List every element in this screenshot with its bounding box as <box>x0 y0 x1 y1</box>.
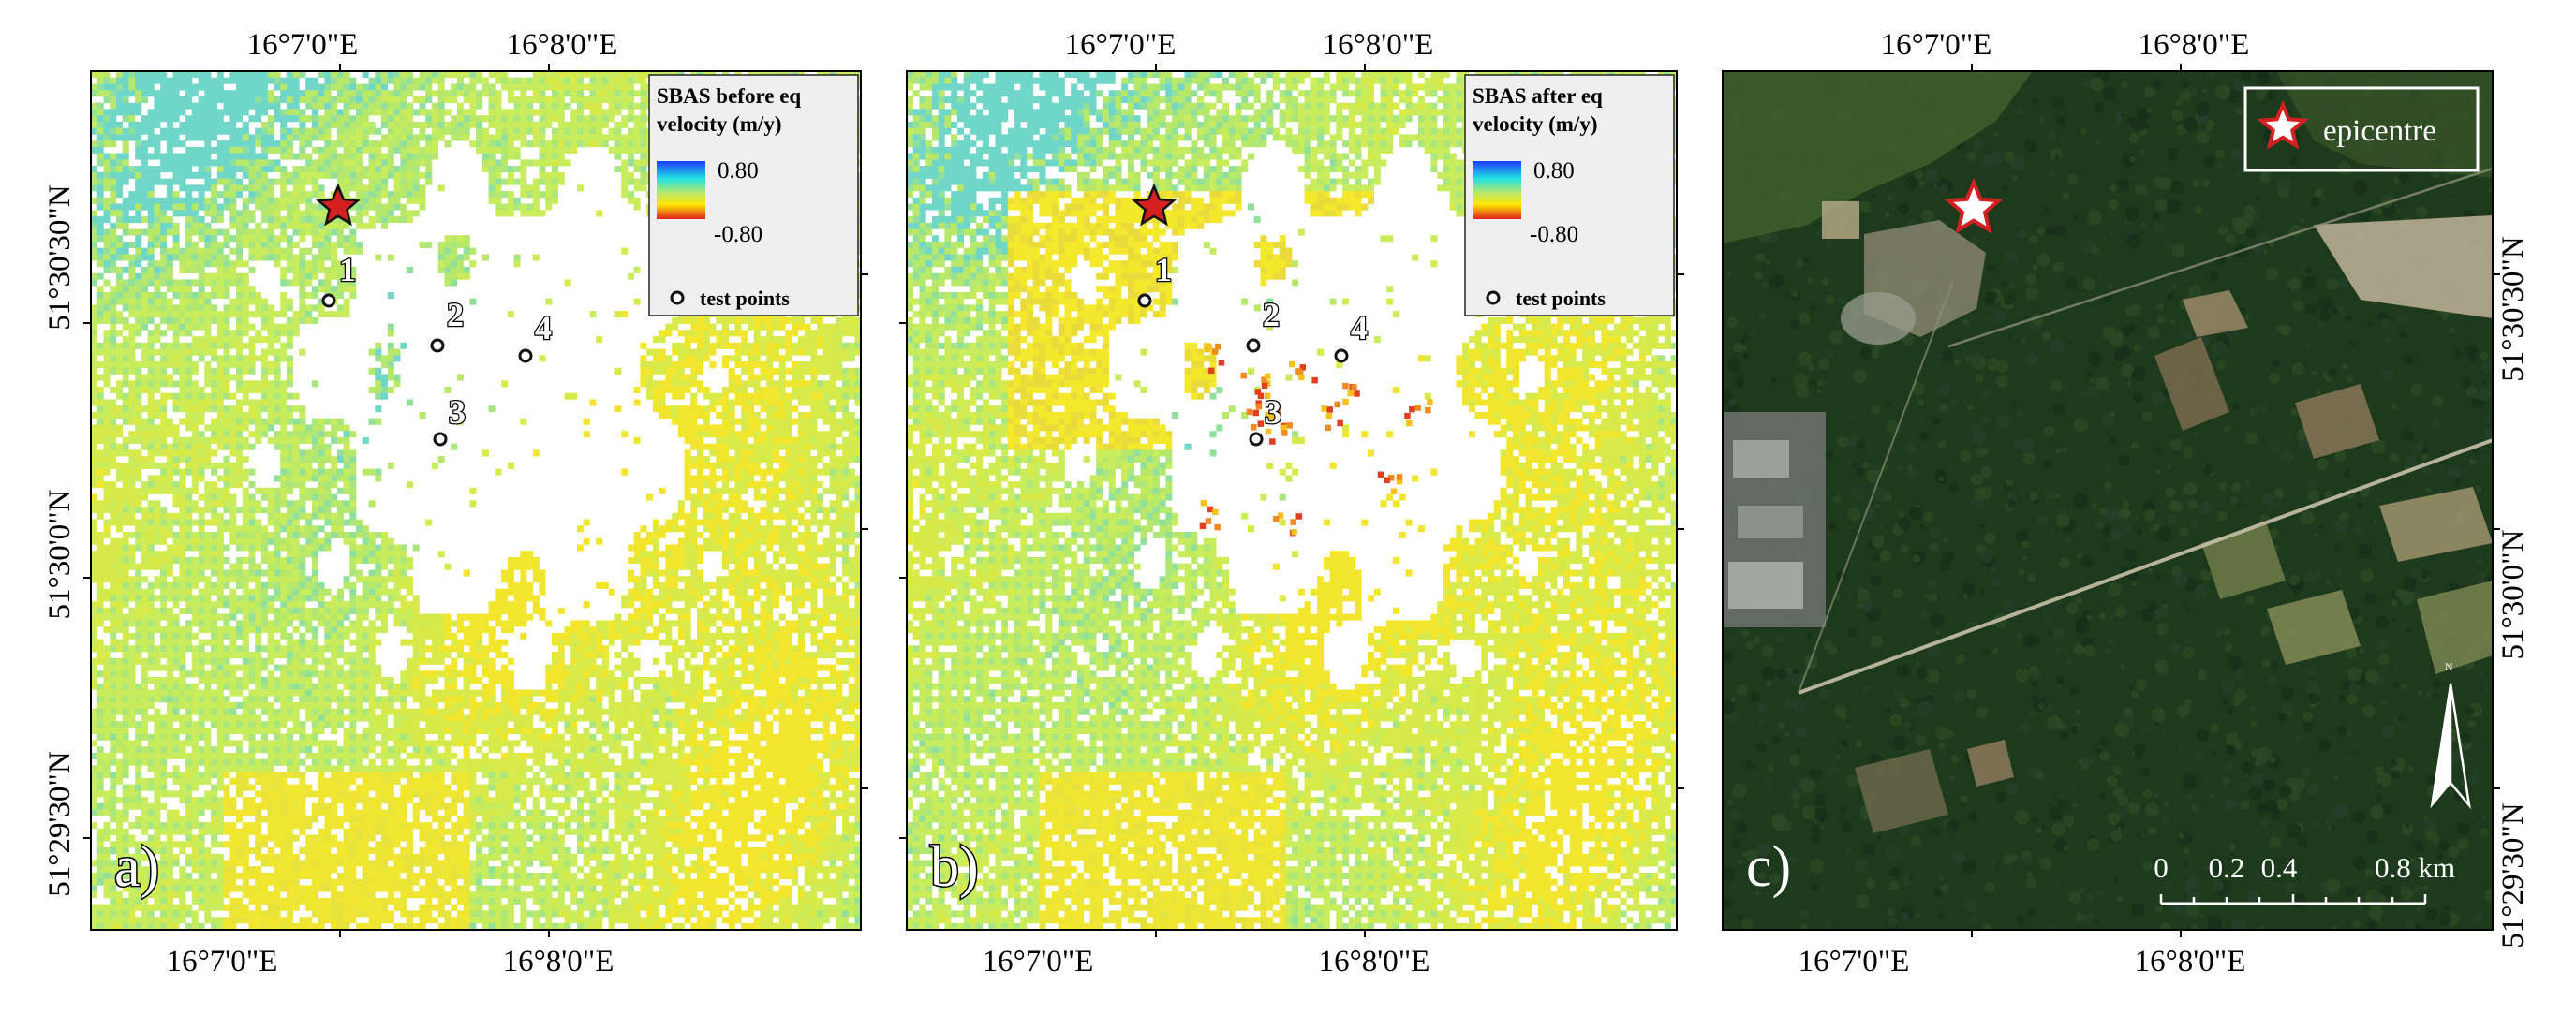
panel-a-colorbar-min: -0.80 <box>714 222 762 247</box>
panel-b-colorbar <box>1473 161 1521 219</box>
panel-a-test-point-1 <box>321 293 336 308</box>
panel-a-point-label-2: 2 <box>447 296 464 333</box>
panel-a-test-point-4 <box>518 348 533 363</box>
panel-c-frame <box>1722 70 2494 931</box>
panel-b-epicentre-star <box>1132 183 1177 227</box>
panel-c-tick-marks <box>1971 64 2500 937</box>
panel-a-before-eq-map: 16°7'0"E 16°8'0"E 16°7'0"E 16°8'0"E 51°3… <box>43 28 868 978</box>
panel-b-frame <box>906 70 1678 931</box>
panel-c-north-fields <box>2276 71 2493 178</box>
panel-a-bottom-tick-1: 16°7'0"E <box>167 945 278 978</box>
panel-c-legend-box <box>2243 86 2480 172</box>
panel-a-test-point-3 <box>433 432 448 447</box>
panel-b-tick-marks <box>899 64 1684 937</box>
panel-c-legend-star <box>2257 99 2309 150</box>
panel-c-north-meadow <box>1723 71 2033 243</box>
panel-b-label: b) <box>930 835 979 899</box>
panel-c-label: c) <box>1746 835 1791 899</box>
panel-b-top-tick-1: 16°7'0"E <box>1065 28 1177 62</box>
panel-b-test-point-2 <box>1246 338 1261 353</box>
panel-c-scalebar: 0 0.2 0.4 0.8 km <box>2154 851 2455 905</box>
panel-a-bottom-tick-2: 16°8'0"E <box>503 945 614 978</box>
panel-b-bottom-tick-2: 16°8'0"E <box>1319 945 1430 978</box>
panel-a-test-points: 1 2 3 4 <box>321 250 553 447</box>
panel-c-satellite-map: 16°7'0"E 16°8'0"E 16°7'0"E 16°8'0"E 51°3… <box>1722 28 2530 978</box>
panel-b-colorbar-max: 0.80 <box>1533 158 1575 184</box>
panel-b-point-label-3: 3 <box>1265 393 1281 431</box>
panel-a-test-points-label: test points <box>700 287 790 310</box>
panel-c-epicentre-label: epicentre <box>2323 114 2436 148</box>
panel-a-test-point-2 <box>430 338 445 353</box>
panel-c-bottom-tick-1: 16°7'0"E <box>1799 945 1910 978</box>
panel-c-north-label: N <box>2445 660 2453 673</box>
panel-c-track-west <box>1798 280 1954 694</box>
panel-a-legend-title-line1: SBAS before eq <box>657 84 801 108</box>
panel-c-right-tick-1: 51°30'30"N <box>2496 236 2530 382</box>
panel-a-colorbar <box>657 161 705 219</box>
panel-a-point-label-1: 1 <box>339 251 356 288</box>
panel-c-scale-04: 0.4 <box>2261 851 2298 884</box>
panel-a-legend: SBAS before eq velocity (m/y) 0.80 -0.80… <box>648 74 859 316</box>
panel-b-point-label-1: 1 <box>1155 251 1172 288</box>
panel-c-right-tick-3: 51°29'30"N <box>2496 802 2530 949</box>
panel-a-legend-title-line2: velocity (m/y) <box>657 112 781 136</box>
panel-a-tick-marks <box>83 64 868 937</box>
panel-a-top-tick-1: 16°7'0"E <box>247 28 359 62</box>
panel-a-left-tick-2: 51°30'0"N <box>43 489 77 619</box>
panel-c-scale-0: 0 <box>2154 851 2169 884</box>
panel-a-top-tick-2: 16°8'0"E <box>507 28 618 62</box>
panel-b-test-points: 1 2 3 4 <box>1137 250 1369 447</box>
panel-a-point-label-3: 3 <box>449 393 466 431</box>
panel-c-north-arrow-icon: N <box>2430 660 2471 810</box>
panel-b-velocity-raster <box>907 71 1677 930</box>
panel-b-test-points-label: test points <box>1516 287 1606 310</box>
panel-a-frame <box>90 70 862 931</box>
panel-c-scale-08: 0.8 km <box>2375 851 2455 884</box>
panel-b-point-label-4: 4 <box>1351 309 1368 346</box>
panel-c-bottom-tick-2: 16°8'0"E <box>2135 945 2246 978</box>
panel-a-epicentre-star <box>316 183 361 227</box>
panel-c-epicentre-star <box>1944 177 2004 234</box>
panel-c-road-diagonal <box>1798 438 2493 695</box>
panel-b-test-point-3 <box>1249 432 1264 447</box>
panel-b-colorbar-min: -0.80 <box>1530 222 1578 247</box>
panel-c-east-fields <box>2314 215 2493 318</box>
panel-b-legend-title-line2: velocity (m/y) <box>1473 112 1597 136</box>
panel-b-test-point-1 <box>1137 293 1152 308</box>
panel-a-colorbar-max: 0.80 <box>718 158 759 184</box>
panel-a-point-label-4: 4 <box>535 309 552 346</box>
panel-b-legend-title-line1: SBAS after eq <box>1473 84 1603 108</box>
panel-a-test-point-symbol <box>670 290 685 305</box>
panel-a-left-tick-1: 51°30'30"N <box>43 184 77 331</box>
panel-b-legend: SBAS after eq velocity (m/y) 0.80 -0.80 … <box>1464 74 1675 316</box>
panel-b-test-point-symbol <box>1486 290 1501 305</box>
panel-b-point-label-2: 2 <box>1263 296 1280 333</box>
panel-a-left-tick-3: 51°29'30"N <box>43 751 77 897</box>
panel-a-label: a) <box>114 835 159 899</box>
panel-b-after-eq-map: 16°7'0"E 16°8'0"E 16°7'0"E 16°8'0"E SBAS… <box>899 28 1684 978</box>
panel-c-track-north <box>1947 167 2493 348</box>
panel-c-top-tick-1: 16°7'0"E <box>1881 28 1992 62</box>
panel-b-test-point-4 <box>1334 348 1349 363</box>
panel-b-bottom-tick-1: 16°7'0"E <box>983 945 1094 978</box>
panel-c-top-tick-2: 16°8'0"E <box>2139 28 2250 62</box>
panel-c-scale-02: 0.2 <box>2209 851 2245 884</box>
panel-c-satellite-image <box>1723 71 2493 930</box>
panel-b-top-tick-2: 16°8'0"E <box>1323 28 1434 62</box>
panel-c-right-tick-2: 51°30'0"N <box>2496 529 2530 659</box>
panel-c-legend: epicentre <box>2243 86 2480 172</box>
